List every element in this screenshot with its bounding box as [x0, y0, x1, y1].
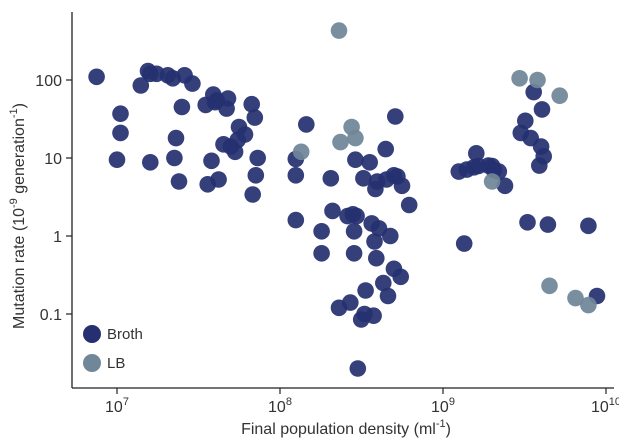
data-point-broth-13	[170, 173, 188, 190]
data-point-broth-52	[348, 207, 365, 225]
data-point-broth-76	[393, 177, 411, 195]
data-point-broth-91	[519, 214, 536, 231]
data-point-broth-43	[322, 170, 340, 187]
data-point-lb-5	[483, 173, 501, 190]
data-point-broth-73	[387, 108, 404, 125]
data-point-lb-7	[529, 71, 546, 89]
data-point-lb-11	[580, 296, 597, 314]
data-point-broth-98	[539, 216, 557, 233]
data-point-broth-12	[167, 129, 185, 147]
legend-item-lb: LB	[83, 354, 125, 372]
data-point-broth-77	[400, 196, 418, 214]
x-axis-label: Final population density (ml-1)	[241, 418, 451, 438]
data-point-broth-63	[368, 249, 385, 267]
legend-item-broth: Broth	[83, 325, 143, 343]
data-point-lb-2	[332, 133, 349, 151]
data-point-broth-67	[377, 140, 395, 158]
y-tick-label: 10	[44, 151, 62, 168]
data-point-broth-0	[88, 68, 105, 86]
data-point-broth-40	[298, 116, 315, 133]
data-point-broth-47	[342, 294, 359, 311]
data-point-broth-75	[392, 268, 410, 286]
data-point-broth-19	[203, 152, 220, 170]
data-point-broth-38	[287, 167, 305, 184]
data-point-lb-10	[567, 289, 584, 307]
data-point-broth-61	[366, 233, 383, 250]
data-point-lb-9	[541, 277, 558, 295]
data-point-broth-32	[243, 95, 260, 113]
data-point-broth-6	[142, 154, 159, 171]
x-axis-ticks: 107 108 109 1010	[105, 388, 619, 416]
data-point-broth-2	[112, 105, 129, 122]
data-point-broth-66	[375, 274, 392, 292]
data-point-broth-51	[347, 151, 364, 168]
data-point-broth-90	[517, 112, 534, 130]
data-point-broth-36	[249, 149, 266, 167]
data-point-broth-79	[455, 235, 473, 252]
data-point-broth-1	[108, 151, 126, 168]
legend-label-broth: Broth	[107, 326, 143, 343]
data-point-broth-57	[357, 282, 374, 299]
data-point-broth-53	[349, 360, 367, 377]
data-point-broth-14	[173, 98, 191, 116]
data-point-broth-35	[247, 167, 265, 184]
data-point-broth-3	[112, 124, 129, 142]
legend-swatch-broth	[83, 325, 101, 343]
y-axis-ticks: 0.1 1 10 100	[35, 73, 72, 324]
data-point-broth-42	[313, 245, 330, 262]
data-point-broth-31	[236, 126, 254, 143]
data-point-lb-0	[292, 143, 310, 161]
data-point-lb-4	[347, 129, 364, 147]
data-point-broth-82	[468, 145, 485, 162]
data-point-broth-39	[287, 211, 305, 229]
data-point-broth-34	[246, 109, 264, 126]
data-point-broth-26	[219, 90, 237, 107]
x-tick-label: 1010	[591, 396, 619, 416]
data-point-lb-1	[330, 22, 348, 39]
data-point-broth-97	[535, 148, 552, 165]
data-point-broth-33	[244, 186, 261, 203]
legend: Broth LB	[83, 325, 143, 372]
y-tick-label: 1	[53, 229, 62, 246]
data-point-lb-8	[551, 87, 568, 104]
x-tick-label: 107	[105, 396, 129, 416]
data-point-broth-4	[132, 77, 150, 94]
data-point-broth-60	[365, 307, 382, 325]
x-tick-label: 108	[268, 396, 292, 416]
y-axis-label: Mutation rate (10-9 generation-1)	[8, 103, 28, 329]
points-layer	[88, 22, 606, 377]
data-point-broth-44	[324, 202, 341, 220]
data-point-broth-50	[345, 245, 363, 262]
data-point-broth-58	[361, 154, 379, 171]
legend-label-lb: LB	[107, 355, 125, 372]
data-point-broth-16	[184, 75, 201, 92]
data-point-broth-69	[379, 287, 397, 305]
data-point-broth-70	[382, 227, 399, 245]
data-point-broth-49	[345, 223, 363, 240]
data-point-broth-23	[210, 171, 227, 188]
x-tick-label: 109	[431, 396, 455, 416]
y-tick-label: 100	[35, 73, 62, 90]
data-point-broth-41	[313, 223, 330, 240]
data-point-lb-6	[511, 70, 528, 87]
legend-swatch-lb	[83, 354, 101, 372]
y-tick-label: 0.1	[40, 307, 62, 324]
data-point-broth-96	[533, 101, 551, 118]
data-point-broth-55	[355, 170, 372, 187]
data-point-broth-88	[496, 177, 514, 195]
data-point-broth-11	[166, 149, 183, 167]
data-point-broth-99	[580, 217, 597, 235]
